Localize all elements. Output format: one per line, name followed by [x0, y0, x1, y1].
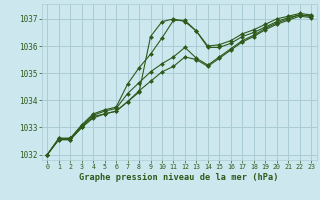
X-axis label: Graphe pression niveau de la mer (hPa): Graphe pression niveau de la mer (hPa) — [79, 173, 279, 182]
